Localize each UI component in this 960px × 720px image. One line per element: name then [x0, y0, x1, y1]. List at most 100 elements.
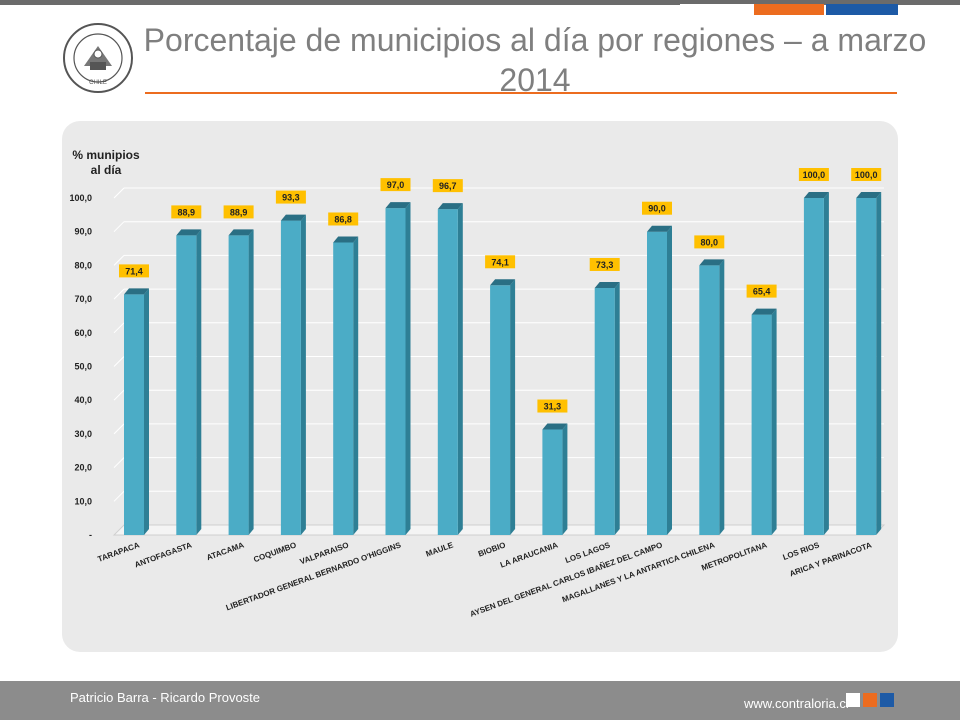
- gridline-side: [113, 389, 125, 401]
- data-label-box: [119, 264, 149, 278]
- bar-side: [196, 229, 202, 536]
- data-label: 71,4: [125, 266, 143, 276]
- bar-top: [228, 229, 254, 236]
- data-label: 100,0: [855, 170, 878, 180]
- y-tick-label: 50,0: [74, 362, 92, 372]
- bar: [124, 294, 144, 535]
- footer-bar: [0, 681, 960, 720]
- top-accent-orange: [754, 4, 824, 15]
- bar: [176, 235, 197, 536]
- bar: [803, 198, 824, 535]
- gridline-side: [113, 490, 125, 502]
- data-label-box: [223, 205, 254, 219]
- data-label-box: [694, 235, 725, 249]
- y-tick-label: 80,0: [74, 260, 92, 270]
- data-label: 65,4: [753, 287, 771, 297]
- bar: [699, 265, 720, 535]
- top-accent-white: [680, 4, 754, 15]
- data-label-box: [589, 257, 620, 271]
- top-bar: [0, 0, 960, 5]
- bar-top: [594, 281, 620, 288]
- top-accent-blue: [826, 4, 898, 15]
- x-tick-label: ANTOFAGASTA: [133, 540, 193, 569]
- data-label-box: [798, 168, 829, 181]
- data-label-box: [746, 284, 777, 298]
- bar: [228, 235, 249, 536]
- x-tick-label: LIBERTADOR GENERAL BERNARDO O'HIGGINS: [225, 540, 403, 612]
- gridline-side: [113, 423, 125, 435]
- y-tick-label: 100,0: [69, 193, 92, 203]
- data-label: 97,0: [387, 180, 405, 190]
- x-tick-label: LA ARAUCANIA: [499, 540, 559, 569]
- bar-chart: - 10,0 20,0 30,0 40,0 50,0 60,0 70,0 80,0 90,0 100…: [69, 148, 886, 619]
- y-tick-label: 60,0: [74, 328, 92, 338]
- contraloria-seal-logo: CHILE: [63, 23, 133, 93]
- x-tick-label: MAULE: [425, 540, 455, 558]
- chart-panel: - 10,0 20,0 30,0 40,0 50,0 60,0 70,0 80,0 90,0 100…: [62, 121, 898, 652]
- footer-url[interactable]: www.contraloria.cl: [744, 696, 849, 711]
- data-label-box: [328, 212, 359, 226]
- x-tick-label: AYSEN DEL GENERAL CARLOS IBAÑEZ DEL CAMP…: [469, 540, 664, 618]
- x-tick-label: BIOBIO: [477, 540, 507, 558]
- bar-side: [510, 279, 516, 535]
- x-tick-label: LOS RIOS: [782, 540, 822, 562]
- bar: [333, 242, 354, 535]
- svg-text:CHILE: CHILE: [89, 80, 107, 86]
- bar-side: [876, 192, 882, 535]
- slide-title: Porcentaje de municipios al día por regi…: [143, 22, 927, 98]
- bar-side: [562, 423, 568, 535]
- bar-top: [385, 202, 411, 209]
- bar-top: [437, 203, 463, 210]
- data-label: 86,8: [334, 214, 352, 224]
- data-label-box: [537, 399, 568, 413]
- y-tick-label: 20,0: [74, 463, 92, 473]
- bar: [856, 198, 877, 535]
- y-tick-label: 40,0: [74, 395, 92, 405]
- data-label-box: [275, 190, 306, 204]
- bar-top: [124, 288, 149, 295]
- footer-authors: Patricio Barra - Ricardo Provoste: [70, 690, 261, 705]
- bar-top: [699, 259, 725, 266]
- data-label: 100,0: [803, 170, 826, 180]
- bar-side: [248, 229, 254, 536]
- bar-top: [280, 214, 306, 221]
- bar-side: [353, 236, 359, 535]
- data-label-box: [851, 168, 882, 181]
- y-tick-label: -: [89, 530, 92, 540]
- y-tick-label: 30,0: [74, 429, 92, 439]
- data-label: 73,3: [596, 260, 614, 270]
- bar-top: [542, 423, 568, 430]
- bar-top: [647, 225, 672, 232]
- data-label: 80,0: [701, 237, 719, 247]
- bar-top: [176, 229, 202, 236]
- bar-top: [490, 279, 516, 286]
- title-rule: [145, 92, 897, 94]
- data-label-box: [485, 255, 516, 269]
- bar-side: [667, 225, 672, 535]
- bar-top: [751, 308, 777, 315]
- y-tick-label: 10,0: [74, 496, 92, 506]
- x-tick-label: ATACAMA: [205, 540, 245, 562]
- bar-side: [300, 214, 306, 535]
- gridline-side: [113, 221, 125, 233]
- bar-side: [457, 203, 463, 535]
- bar-side: [823, 192, 829, 535]
- gridline-side: [113, 187, 125, 199]
- bar: [385, 208, 406, 536]
- data-label: 31,3: [544, 402, 562, 412]
- gridline-side: [113, 356, 125, 367]
- bar: [647, 231, 667, 535]
- bar-side: [771, 308, 777, 535]
- gridline-side: [113, 322, 125, 334]
- bar-side: [405, 202, 411, 536]
- gridline-side: [113, 255, 125, 266]
- bar-side: [614, 281, 620, 535]
- data-label-box: [380, 178, 411, 192]
- data-label-box: [642, 201, 672, 215]
- bar-top: [803, 192, 829, 198]
- bar-top: [856, 192, 882, 198]
- y-axis-title: % munipios: [72, 148, 140, 162]
- data-label: 88,9: [230, 207, 248, 217]
- bar: [594, 287, 615, 535]
- data-label: 93,3: [282, 193, 300, 203]
